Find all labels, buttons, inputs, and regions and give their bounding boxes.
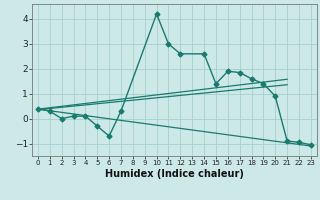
X-axis label: Humidex (Indice chaleur): Humidex (Indice chaleur) [105, 169, 244, 179]
